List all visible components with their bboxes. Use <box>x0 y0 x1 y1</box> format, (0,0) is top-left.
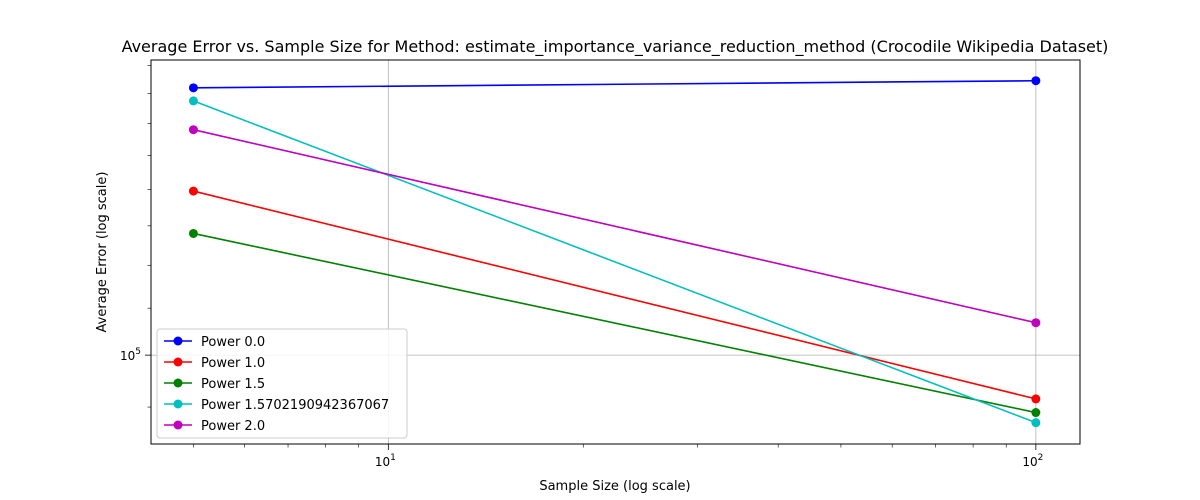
legend-swatch-marker <box>173 399 183 409</box>
series-lines <box>188 76 1041 428</box>
data-point <box>1031 394 1041 404</box>
y-axis-label: Average Error (log scale) <box>95 172 110 333</box>
chart-title: Average Error vs. Sample Size for Method… <box>122 37 1109 57</box>
legend: Power 0.0 Power 1.0 Power 1.5 Power 1.57021… <box>156 328 408 439</box>
data-point <box>1031 76 1041 86</box>
series-2 <box>188 228 1041 418</box>
data-point <box>188 186 198 196</box>
data-point <box>1031 408 1041 418</box>
legend-item: Power 0.0 <box>164 335 265 350</box>
legend-item: Power 1.0 <box>164 356 265 371</box>
legend-item: Power 1.5 <box>164 377 265 392</box>
series-3 <box>188 96 1041 428</box>
x-axis-label: Sample Size (log scale) <box>539 479 690 494</box>
data-point <box>188 125 198 135</box>
series-line <box>193 190 1037 400</box>
data-point <box>188 228 198 238</box>
data-point <box>188 83 198 93</box>
data-point <box>1031 418 1041 428</box>
legend-label: Power 1.0 <box>201 356 265 371</box>
legend-label: Power 2.0 <box>201 419 265 434</box>
x-tick-label: 101 <box>375 453 396 469</box>
legend-swatch-marker <box>173 357 183 367</box>
y-tick-label: 105 <box>120 347 141 363</box>
series-line <box>193 232 1037 414</box>
axis-ticks: 101 102 105 <box>120 65 1043 469</box>
legend-swatch-marker <box>173 378 183 388</box>
series-line <box>193 79 1036 89</box>
series-0 <box>188 76 1041 93</box>
legend-swatch-marker <box>173 420 183 430</box>
legend-label: Power 1.5 <box>201 377 265 392</box>
legend-box <box>156 328 408 439</box>
x-tick-label: 102 <box>1022 453 1043 469</box>
series-line <box>193 128 1037 324</box>
legend-label: Power 0.0 <box>201 335 265 350</box>
series-1 <box>188 186 1041 404</box>
series-line <box>193 100 1037 424</box>
legend-swatch-marker <box>173 336 183 346</box>
data-point <box>188 96 198 106</box>
legend-item: Power 1.5702190942367067 <box>164 398 389 413</box>
legend-label: Power 1.5702190942367067 <box>201 398 389 413</box>
legend-item: Power 2.0 <box>164 419 265 434</box>
series-4 <box>188 125 1041 328</box>
plot-frame <box>150 59 1081 445</box>
data-point <box>1031 318 1041 328</box>
